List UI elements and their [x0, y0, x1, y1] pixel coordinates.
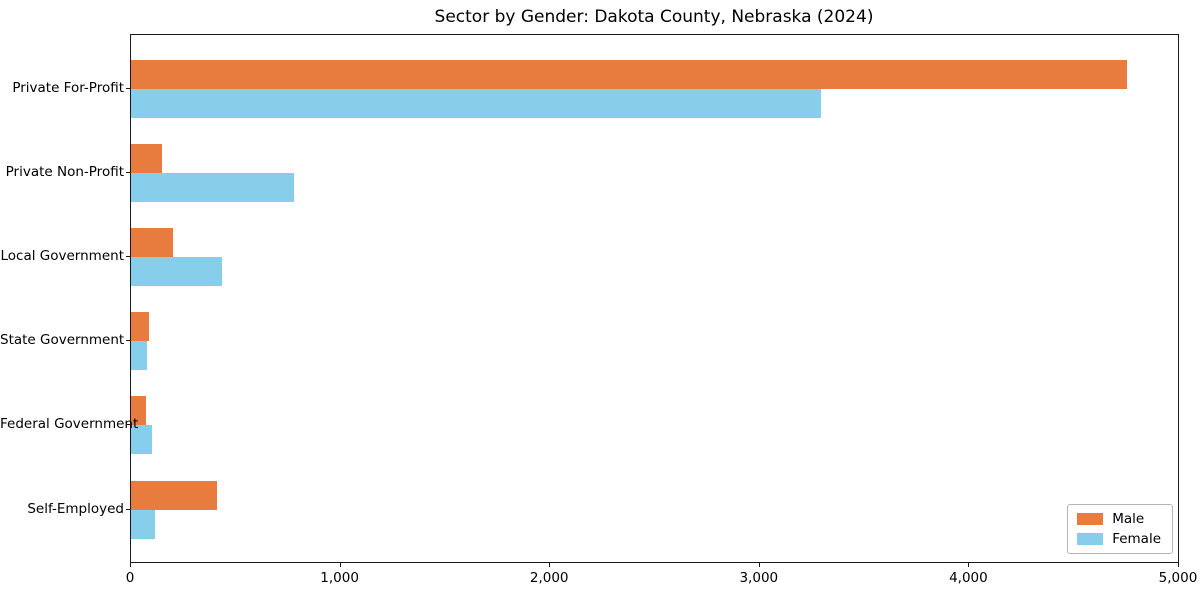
legend-item-female: Female [1077, 532, 1161, 546]
ytick-mark-federal-government [126, 424, 130, 426]
ytick-mark-local-government [126, 255, 130, 257]
plot-area: Male Female [130, 34, 1179, 563]
legend-swatch-female [1077, 533, 1104, 545]
bar-female-private-for-profit [131, 88, 821, 118]
bar-female-local-government [131, 256, 223, 286]
xtick-mark-0 [130, 563, 131, 567]
chart-title: Sector by Gender: Dakota County, Nebrask… [434, 7, 874, 27]
legend: Male Female [1067, 504, 1173, 554]
ytick-mark-state-government [126, 340, 130, 342]
ytick-label-private-non-profit: Private Non-Profit [5, 163, 124, 180]
legend-swatch-male [1077, 513, 1104, 525]
bar-male-private-non-profit [131, 143, 163, 173]
bar-female-self-employed [131, 509, 156, 539]
ytick-label-private-for-profit: Private For-Profit [12, 79, 124, 96]
xtick-mark-1-000 [339, 563, 341, 567]
bar-male-federal-government [131, 396, 146, 426]
ytick-mark-private-non-profit [126, 171, 130, 173]
bar-female-state-government [131, 341, 147, 371]
ytick-label-self-employed: Self-Employed [27, 500, 124, 517]
xtick-mark-2-000 [549, 563, 551, 567]
xtick-mark-4-000 [968, 563, 970, 567]
xtick-label-0: 0 [125, 570, 135, 586]
ytick-label-federal-government: Federal Government [0, 416, 139, 433]
ytick-mark-self-employed [126, 508, 130, 510]
bar-male-private-for-profit [131, 59, 1127, 89]
ytick-label-state-government: State Government [0, 332, 125, 349]
bar-female-federal-government [131, 425, 152, 455]
xtick-label-3-000: 3,000 [739, 570, 779, 586]
bar-male-state-government [131, 312, 149, 342]
xtick-label-1-000: 1,000 [320, 570, 359, 586]
xtick-label-4-000: 4,000 [949, 570, 988, 586]
ytick-label-local-government: Local Government [0, 247, 124, 264]
legend-label-female: Female [1112, 531, 1161, 547]
bar-male-self-employed [131, 480, 217, 510]
ytick-mark-private-for-profit [126, 87, 130, 89]
bar-male-local-government [131, 227, 173, 257]
xtick-mark-5-000 [1178, 563, 1179, 567]
xtick-label-2-000: 2,000 [529, 570, 569, 586]
bar-female-private-non-profit [131, 172, 295, 202]
legend-label-male: Male [1112, 511, 1145, 527]
xtick-label-5-000: 5,000 [1158, 570, 1198, 586]
xtick-mark-3-000 [758, 563, 760, 567]
legend-item-male: Male [1077, 512, 1161, 526]
